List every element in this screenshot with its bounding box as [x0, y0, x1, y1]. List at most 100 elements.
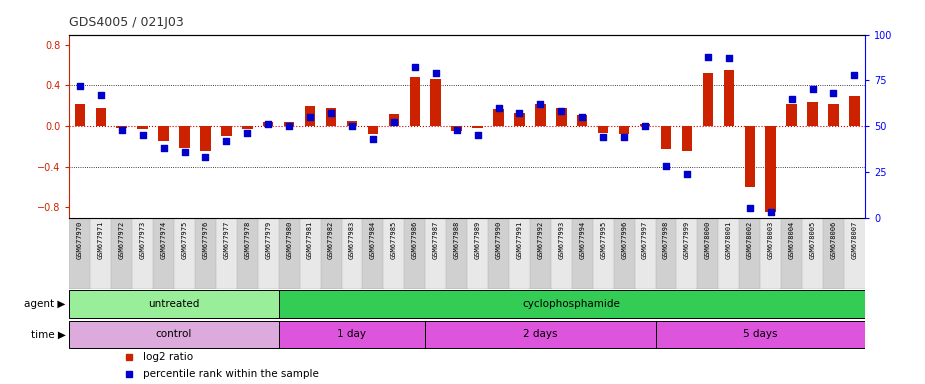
Bar	[75, 104, 85, 126]
Point	[156, 145, 171, 151]
Point	[512, 110, 527, 116]
Bar	[383, 217, 404, 289]
Point	[261, 121, 276, 127]
Bar	[278, 321, 426, 348]
Point	[784, 96, 799, 102]
Text: GSM677974: GSM677974	[161, 221, 166, 259]
Text: control: control	[155, 329, 192, 339]
Text: GSM677991: GSM677991	[516, 221, 523, 259]
Bar	[802, 217, 823, 289]
Text: GSM678000: GSM678000	[705, 221, 711, 259]
Bar	[598, 126, 609, 133]
Bar	[242, 126, 253, 129]
Text: GSM677989: GSM677989	[475, 221, 481, 259]
Bar	[739, 217, 760, 289]
Bar	[446, 217, 467, 289]
Bar	[258, 217, 278, 289]
Point	[763, 209, 778, 215]
Text: GSM677993: GSM677993	[559, 221, 564, 259]
Text: untreated: untreated	[148, 299, 200, 309]
Bar	[619, 126, 629, 134]
Point	[115, 127, 130, 133]
Point	[177, 149, 191, 155]
Text: GSM677982: GSM677982	[328, 221, 334, 259]
Text: GSM677970: GSM677970	[77, 221, 83, 259]
Point	[240, 130, 254, 136]
Point	[387, 119, 401, 126]
Bar	[640, 124, 650, 126]
Bar	[221, 126, 231, 136]
Point	[743, 205, 758, 212]
Bar	[697, 217, 719, 289]
Bar	[278, 290, 865, 318]
Bar	[368, 126, 378, 134]
Bar	[577, 115, 587, 126]
Text: GSM677986: GSM677986	[412, 221, 418, 259]
Bar	[451, 126, 462, 131]
Text: GSM677973: GSM677973	[140, 221, 145, 259]
Bar	[426, 217, 446, 289]
Bar	[613, 217, 635, 289]
Text: 5 days: 5 days	[743, 329, 777, 339]
Bar	[111, 217, 132, 289]
Bar	[278, 217, 300, 289]
Point	[826, 90, 841, 96]
Point	[680, 170, 695, 177]
Point	[450, 127, 464, 133]
Text: GDS4005 / 021J03: GDS4005 / 021J03	[69, 16, 184, 29]
Text: GSM677994: GSM677994	[579, 221, 586, 259]
Point	[470, 132, 485, 138]
Bar	[263, 122, 274, 126]
Bar	[305, 106, 315, 126]
Text: GSM677984: GSM677984	[370, 221, 376, 259]
Bar	[154, 217, 174, 289]
Bar	[216, 217, 237, 289]
Text: agent ▶: agent ▶	[24, 299, 66, 309]
Bar	[766, 126, 776, 212]
Bar	[138, 126, 148, 129]
Bar	[656, 321, 865, 348]
Bar	[200, 126, 211, 151]
Bar	[132, 217, 154, 289]
Point	[700, 53, 715, 60]
Point	[659, 163, 673, 169]
Bar	[723, 70, 734, 126]
Point	[596, 134, 611, 140]
Bar	[430, 79, 441, 126]
Bar	[572, 217, 593, 289]
Text: GSM677985: GSM677985	[391, 221, 397, 259]
Point	[282, 123, 297, 129]
Text: GSM677998: GSM677998	[663, 221, 669, 259]
Text: GSM677988: GSM677988	[453, 221, 460, 259]
Bar	[300, 217, 321, 289]
Bar	[69, 321, 278, 348]
Point	[847, 72, 862, 78]
Bar	[719, 217, 739, 289]
Bar	[69, 290, 278, 318]
Text: GSM678005: GSM678005	[809, 221, 816, 259]
Bar	[473, 126, 483, 128]
Point	[722, 55, 736, 61]
Bar	[781, 217, 802, 289]
Point	[198, 154, 213, 160]
Point	[407, 65, 422, 71]
Bar	[745, 126, 755, 187]
Bar	[556, 108, 566, 126]
Point	[554, 108, 569, 114]
Text: GSM677995: GSM677995	[600, 221, 606, 259]
Text: GSM677975: GSM677975	[181, 221, 188, 259]
Text: GSM678007: GSM678007	[851, 221, 857, 259]
Bar	[676, 217, 697, 289]
Bar	[467, 217, 488, 289]
Bar	[117, 126, 127, 128]
Point	[365, 136, 380, 142]
Text: GSM678001: GSM678001	[726, 221, 732, 259]
Text: time ▶: time ▶	[31, 329, 66, 339]
Bar	[195, 217, 216, 289]
Bar	[388, 114, 399, 126]
Bar	[158, 126, 168, 141]
Text: GSM677976: GSM677976	[203, 221, 208, 259]
Text: GSM677987: GSM677987	[433, 221, 438, 259]
Bar	[828, 104, 839, 126]
Point	[93, 92, 108, 98]
